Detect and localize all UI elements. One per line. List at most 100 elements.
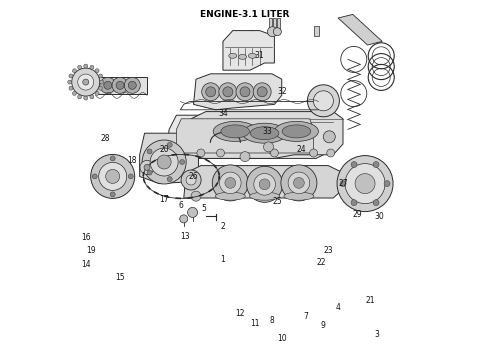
Circle shape	[77, 65, 82, 69]
Polygon shape	[96, 77, 147, 94]
Circle shape	[373, 162, 379, 167]
Circle shape	[110, 192, 115, 197]
Ellipse shape	[229, 53, 237, 58]
Circle shape	[288, 172, 310, 194]
Text: 5: 5	[201, 204, 206, 213]
Circle shape	[323, 131, 335, 143]
Text: ENGINE-3.1 LITER: ENGINE-3.1 LITER	[200, 10, 290, 19]
Circle shape	[191, 191, 201, 201]
Circle shape	[124, 77, 140, 93]
Circle shape	[90, 65, 94, 69]
Circle shape	[77, 95, 82, 99]
Circle shape	[181, 170, 201, 190]
Polygon shape	[184, 166, 345, 198]
Text: 29: 29	[353, 210, 363, 219]
Text: 28: 28	[100, 134, 110, 143]
Circle shape	[327, 149, 335, 157]
Ellipse shape	[215, 192, 245, 200]
Text: 2: 2	[220, 222, 225, 231]
Circle shape	[69, 86, 73, 90]
Circle shape	[68, 80, 72, 84]
Text: 15: 15	[115, 273, 125, 282]
Text: 25: 25	[272, 197, 282, 206]
Circle shape	[384, 181, 390, 186]
Circle shape	[220, 172, 241, 194]
Text: 20: 20	[159, 145, 169, 154]
Circle shape	[254, 174, 275, 195]
Circle shape	[270, 149, 278, 157]
Circle shape	[268, 27, 277, 37]
Text: 16: 16	[81, 233, 91, 242]
Circle shape	[167, 177, 172, 181]
Circle shape	[147, 170, 152, 175]
Text: 7: 7	[304, 312, 309, 321]
Circle shape	[236, 83, 254, 101]
Circle shape	[116, 81, 124, 89]
Circle shape	[73, 69, 76, 73]
Circle shape	[240, 87, 250, 97]
Text: 22: 22	[316, 258, 326, 267]
Circle shape	[246, 166, 283, 202]
Circle shape	[355, 174, 375, 194]
Circle shape	[128, 174, 133, 179]
Text: 4: 4	[336, 303, 341, 312]
Ellipse shape	[248, 53, 256, 58]
Ellipse shape	[213, 121, 257, 141]
Text: 23: 23	[323, 246, 333, 255]
Circle shape	[212, 165, 248, 201]
Circle shape	[259, 179, 270, 190]
Circle shape	[147, 149, 152, 154]
Text: 33: 33	[262, 127, 272, 136]
Circle shape	[340, 181, 346, 186]
Circle shape	[98, 162, 127, 190]
Circle shape	[273, 28, 281, 36]
Polygon shape	[189, 112, 343, 158]
Text: 12: 12	[235, 309, 245, 318]
Circle shape	[294, 177, 304, 188]
Circle shape	[257, 87, 267, 97]
Circle shape	[100, 77, 116, 93]
Polygon shape	[223, 31, 274, 70]
Circle shape	[197, 149, 205, 157]
Circle shape	[72, 68, 100, 96]
Circle shape	[92, 174, 97, 179]
Circle shape	[167, 143, 172, 147]
Circle shape	[110, 156, 115, 161]
Circle shape	[314, 91, 333, 111]
Ellipse shape	[221, 125, 249, 138]
Text: 18: 18	[127, 156, 137, 165]
Circle shape	[206, 87, 216, 97]
Polygon shape	[176, 119, 314, 153]
Circle shape	[98, 74, 102, 78]
Ellipse shape	[239, 54, 246, 59]
Circle shape	[69, 74, 73, 78]
Circle shape	[144, 165, 150, 170]
Polygon shape	[167, 115, 323, 158]
Polygon shape	[338, 14, 382, 45]
Circle shape	[90, 95, 94, 99]
Circle shape	[180, 215, 188, 223]
Bar	[314, 26, 318, 36]
Circle shape	[351, 162, 357, 167]
Circle shape	[240, 152, 250, 162]
Circle shape	[180, 159, 185, 165]
Circle shape	[373, 200, 379, 206]
Text: 17: 17	[159, 195, 169, 204]
Polygon shape	[194, 74, 282, 110]
Circle shape	[150, 148, 178, 176]
Text: 1: 1	[220, 255, 225, 264]
Circle shape	[73, 91, 76, 95]
Text: 31: 31	[255, 51, 265, 60]
Ellipse shape	[250, 127, 279, 140]
Circle shape	[91, 154, 135, 198]
Circle shape	[225, 177, 236, 188]
Circle shape	[100, 80, 104, 84]
Text: 24: 24	[296, 145, 306, 154]
Text: 19: 19	[86, 246, 96, 255]
Text: 11: 11	[250, 320, 260, 328]
Circle shape	[95, 69, 99, 73]
Circle shape	[84, 64, 88, 68]
Circle shape	[307, 85, 340, 117]
Circle shape	[106, 170, 120, 183]
Text: 30: 30	[375, 212, 385, 220]
